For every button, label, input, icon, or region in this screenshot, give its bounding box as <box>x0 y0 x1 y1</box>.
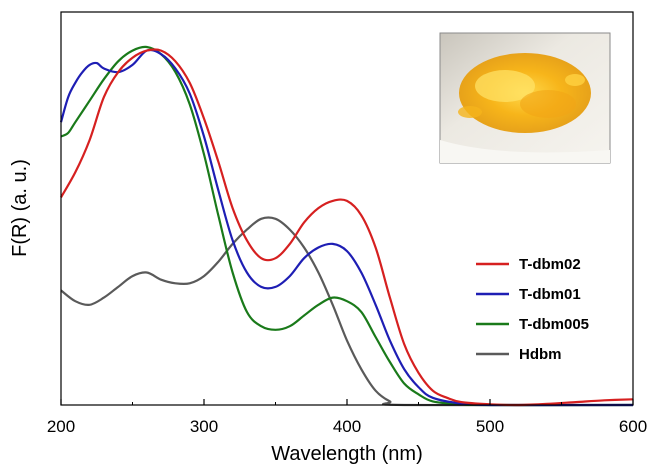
inset-photo <box>439 32 611 164</box>
x-tick-label: 400 <box>333 417 361 436</box>
y-axis-label: F(R) (a. u.) <box>9 159 31 257</box>
series-lines <box>59 45 634 407</box>
legend-label-t-dbm005: T-dbm005 <box>519 316 589 333</box>
legend-label-hdbm: Hdbm <box>519 346 562 363</box>
series-line-t-dbm01 <box>59 48 633 407</box>
x-tick-label: 500 <box>476 417 504 436</box>
series-line-t-dbm005 <box>60 45 634 407</box>
series-line-hdbm <box>60 216 634 407</box>
x-tick-label: 300 <box>190 417 218 436</box>
x-tick-label: 600 <box>619 417 647 436</box>
x-axis-label: Wavelength (nm) <box>271 443 423 465</box>
legend-label-t-dbm02: T-dbm02 <box>519 256 581 273</box>
x-tick-label: 200 <box>47 417 75 436</box>
legend-label-t-dbm01: T-dbm01 <box>519 286 581 303</box>
x-axis: 200 300 400 500 600 <box>47 399 647 436</box>
legend: T-dbm02 T-dbm01 T-dbm005 Hdbm <box>476 256 589 363</box>
series-line-t-dbm02 <box>60 48 634 407</box>
